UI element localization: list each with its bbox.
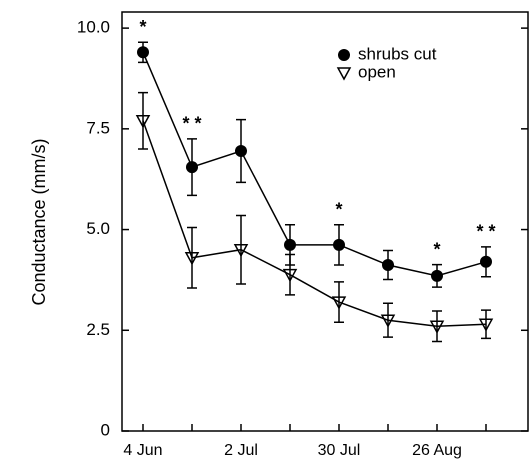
plot-frame [121, 11, 529, 432]
point [282, 268, 298, 283]
error-bar [334, 281, 344, 323]
error-bar [187, 226, 197, 289]
error-bar [138, 91, 148, 150]
y-tick-label: 2.5 [86, 320, 110, 339]
error-bar [236, 214, 246, 285]
y-tick-label: 0 [101, 420, 110, 439]
legend-marker [338, 49, 350, 61]
legend-label: shrubs cut [358, 44, 437, 63]
error-bar [383, 302, 393, 338]
significance-label: * * [182, 114, 201, 134]
point [284, 238, 296, 251]
point [380, 314, 396, 328]
legend-marker [336, 67, 352, 81]
point [331, 296, 347, 310]
point [137, 46, 149, 59]
series-line [142, 51, 487, 277]
point [480, 255, 492, 268]
significance-label: * * [476, 222, 495, 242]
point [233, 243, 249, 258]
point [429, 320, 445, 334]
y-tick-label: 7.5 [86, 118, 110, 137]
significance-label: * [335, 199, 342, 219]
error-bar [285, 253, 295, 296]
legend-label: open [358, 62, 396, 81]
y-axis-label: Conductance (mm/s) [29, 138, 49, 305]
x-tick-label: 4 Jun [123, 442, 162, 459]
point [184, 252, 200, 266]
y-tick-label: 5.0 [86, 219, 110, 238]
point [135, 115, 151, 129]
point [478, 318, 494, 332]
x-tick-label: 26 Aug [412, 442, 462, 459]
error-bar [432, 310, 442, 343]
series-line [142, 120, 487, 328]
point [186, 161, 198, 174]
point [382, 259, 394, 272]
significance-label: * [433, 239, 440, 259]
point [333, 238, 345, 251]
y-tick-label: 10.0 [77, 18, 110, 37]
x-tick-label: 30 Jul [318, 442, 361, 459]
point [235, 144, 247, 157]
point [431, 269, 443, 282]
x-tick-label: 2 Jul [224, 442, 258, 459]
significance-label: * [139, 17, 146, 37]
error-bar [481, 309, 491, 340]
